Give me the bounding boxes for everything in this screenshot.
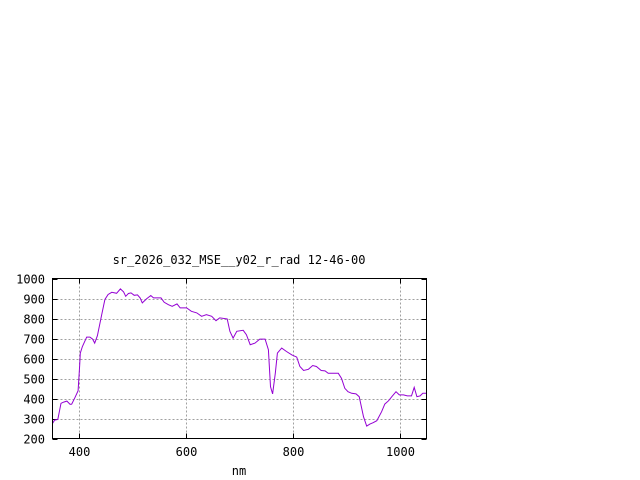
- y-tick-label: 1000: [16, 273, 45, 287]
- y-tick-label: 200: [23, 433, 45, 447]
- y-tick-label: 300: [23, 413, 45, 427]
- x-tick-label: 600: [176, 445, 198, 459]
- x-axis-label: nm: [232, 464, 246, 478]
- y-tick-label: 700: [23, 333, 45, 347]
- plot-border: [52, 278, 427, 439]
- y-tick-label: 500: [23, 373, 45, 387]
- y-tick-label: 400: [23, 393, 45, 407]
- y-tick-label: 600: [23, 353, 45, 367]
- x-tick-label: 400: [69, 445, 91, 459]
- grid: [52, 278, 427, 439]
- y-tick-label: 800: [23, 313, 45, 327]
- axis-ticks: 400 600 800 1000 200 300 400 500 600 700 800 900 100…: [16, 273, 427, 459]
- x-tick-label: 1000: [386, 445, 415, 459]
- y-tick-label: 900: [23, 293, 45, 307]
- x-tick-label: 800: [283, 445, 305, 459]
- chart-title: sr_2026_032_MSE__y02_r_rad 12-46-00: [113, 253, 366, 267]
- series-line: [52, 288, 427, 427]
- series-group: [52, 288, 427, 427]
